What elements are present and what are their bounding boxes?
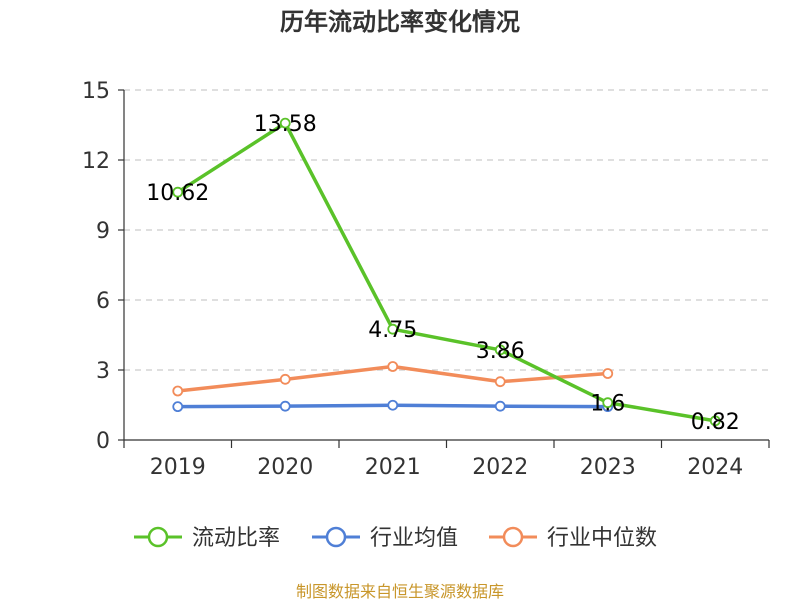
chart-title: 历年流动比率变化情况 [280, 8, 520, 36]
data-point [709, 415, 721, 427]
data-point [387, 399, 399, 411]
legend-item[interactable]: 行业均值 [312, 526, 458, 551]
x-tick-label: 2021 [365, 455, 421, 480]
legend-item[interactable]: 流动比率 [134, 526, 280, 551]
data-point [494, 344, 506, 356]
y-tick-label: 0 [96, 429, 110, 454]
data-point [172, 401, 184, 413]
legend-label: 流动比率 [192, 526, 280, 551]
data-point [602, 368, 614, 379]
y-tick-label: 12 [82, 149, 110, 174]
series-line-current-ratio [176, 121, 716, 423]
data-label: 0.82 [691, 410, 740, 435]
legend-marker [502, 526, 524, 548]
data-point [279, 400, 291, 412]
data-point [279, 117, 291, 129]
data-label: 10.62 [146, 181, 209, 206]
grid-layer [124, 89, 769, 371]
legend[interactable]: 流动比率 行业均值 行业中位数 [134, 526, 657, 551]
label-layer: 10.62 13.58 4.75 3.86 1.6 0.82 [146, 112, 739, 435]
y-tick-label: 3 [96, 359, 110, 384]
data-point [279, 373, 291, 385]
data-point [387, 323, 399, 335]
x-tick-label: 2024 [687, 455, 743, 480]
data-point [172, 385, 184, 397]
data-label: 1.6 [590, 392, 625, 417]
source-note: 制图数据来自恒生聚源数据库 [295, 582, 504, 601]
legend-label: 行业中位数 [547, 526, 657, 551]
legend-marker [147, 526, 169, 548]
data-point [387, 361, 399, 372]
y-tick-label: 15 [82, 79, 110, 104]
axis-layer: 0 3 6 9 12 15 2019 2020 2021 2022 2023 2024 [82, 79, 770, 480]
x-tick-label: 2023 [580, 455, 636, 480]
x-tick-label: 2019 [150, 455, 206, 480]
y-tick-label: 6 [96, 289, 110, 314]
data-point [494, 400, 506, 412]
data-label: 4.75 [368, 318, 417, 343]
data-point [494, 376, 506, 388]
x-tick-label: 2022 [472, 455, 528, 480]
x-tick-label: 2020 [257, 455, 313, 480]
data-point [602, 397, 614, 409]
data-label: 3.86 [476, 339, 525, 364]
data-label: 13.58 [254, 112, 317, 137]
legend-marker [325, 526, 347, 548]
series-layer [172, 117, 721, 427]
y-tick-label: 9 [96, 219, 110, 244]
legend-item[interactable]: 行业中位数 [489, 526, 657, 551]
legend-label: 行业均值 [370, 526, 458, 551]
data-point [172, 186, 184, 198]
